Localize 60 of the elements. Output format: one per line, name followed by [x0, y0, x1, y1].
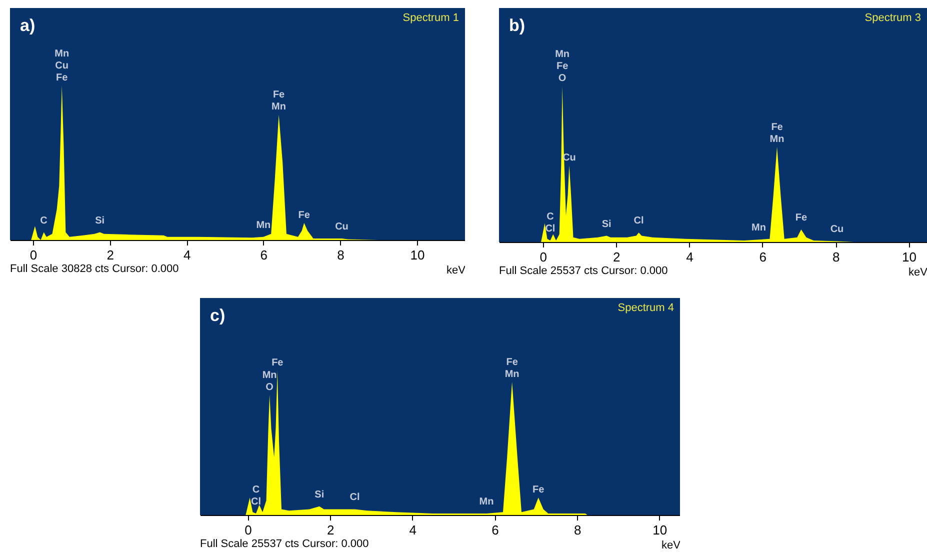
annotation: Cu — [55, 60, 69, 72]
annotation: Mn — [752, 222, 766, 234]
text: c) — [210, 306, 226, 326]
annotation: Si — [314, 489, 324, 500]
annotation: C — [546, 211, 554, 222]
x-tick-label: 6 — [260, 248, 268, 262]
x-tick-label: 0 — [540, 250, 548, 264]
annotation: Fe — [795, 212, 808, 224]
x-tick-label: 8 — [337, 248, 344, 262]
annotation: Fe — [272, 90, 286, 101]
annotation: C — [40, 215, 48, 226]
annotation: Fe — [556, 61, 569, 72]
x-tick-label: 4 — [184, 248, 191, 262]
text: a) — [20, 16, 36, 36]
annotation: Mn — [479, 496, 494, 508]
annotation: Cl — [350, 492, 360, 504]
x-tick-label: 4 — [686, 250, 694, 264]
text: b) — [509, 16, 526, 36]
annotation: Cl — [634, 216, 644, 227]
annotation: Mn — [555, 49, 570, 60]
x-tick-label: 2 — [106, 248, 114, 262]
annotation: Cl — [545, 223, 556, 234]
annotation: O — [266, 382, 274, 393]
annotation: Mn — [54, 48, 70, 60]
chart-title: Spectrum 4 — [618, 302, 674, 314]
x-tick-label: 0 — [30, 248, 38, 262]
annotation: O — [558, 73, 566, 84]
x-tick-label: 0 — [244, 522, 252, 538]
x-tick-label: 10 — [410, 248, 425, 262]
annotation: Si — [602, 218, 612, 230]
annotation: Fe — [771, 122, 784, 133]
annotation: C — [252, 484, 260, 496]
chart-title: Spectrum 3 — [864, 12, 921, 24]
annotation: Mn — [256, 220, 271, 231]
annotation: Si — [95, 215, 105, 226]
x-tick-label: 4 — [409, 522, 417, 538]
annotation: Fe — [506, 356, 518, 368]
text: Full Scale 25537 cts Cursor: 0.000 — [200, 538, 369, 550]
annotation: Fe — [298, 210, 310, 221]
annotation: Cl — [250, 496, 262, 508]
annotation: Fe — [272, 357, 284, 368]
x-tick-label: 10 — [652, 522, 668, 538]
x-tick-label: 10 — [902, 250, 916, 264]
x-tick-label: 2 — [612, 250, 620, 264]
text: Full Scale 25537 cts Cursor: 0.000 — [499, 265, 668, 277]
x-tick-label: 8 — [832, 250, 840, 264]
chart-title: Spectrum 1 — [402, 12, 459, 24]
x-tick-label: 6 — [759, 250, 766, 264]
x-tick-label: 2 — [326, 522, 334, 538]
annotation: Fe — [56, 72, 68, 84]
annotation: Fe — [532, 484, 545, 496]
annotation: Mn — [770, 134, 784, 145]
annotation: Mn — [272, 102, 286, 113]
annotation: Mn — [262, 370, 277, 381]
x-tick-label: 6 — [492, 522, 499, 538]
annotation: Cu — [830, 224, 844, 236]
text: Full Scale 30828 cts Cursor: 0.000 — [10, 263, 179, 275]
x-tick-label: 8 — [574, 522, 582, 538]
annotation: Mn — [504, 368, 520, 380]
annotation: Cu — [335, 221, 348, 232]
